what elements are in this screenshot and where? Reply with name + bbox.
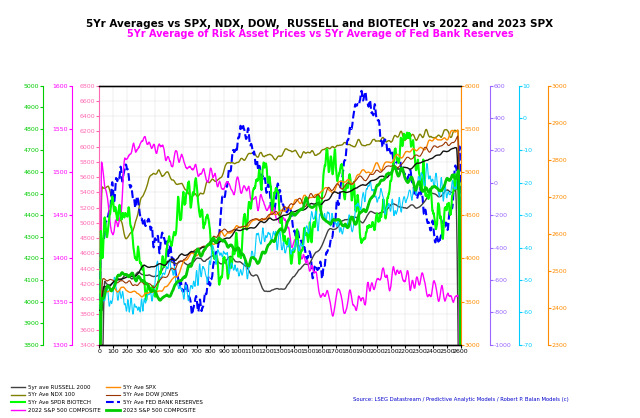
- Text: 5Yr Averages vs SPX, NDX, DOW,  RUSSELL and BIOTECH vs 2022 and 2023 SPX: 5Yr Averages vs SPX, NDX, DOW, RUSSELL a…: [86, 19, 554, 29]
- Legend: 5yr ave RUSSELL 2000, 5Yr Ave NDX 100, 5Yr Ave SPDR BIOTECH, 2022 S&P 500 COMPOS: 5yr ave RUSSELL 2000, 5Yr Ave NDX 100, 5…: [9, 382, 205, 415]
- Text: 5Yr Average of Risk Asset Prices vs 5Yr Average of Fed Bank Reserves: 5Yr Average of Risk Asset Prices vs 5Yr …: [127, 29, 513, 39]
- Text: Source: LSEG Datastream / Predictive Analytic Models / Robert P. Balan Models (c: Source: LSEG Datastream / Predictive Ana…: [353, 397, 569, 402]
